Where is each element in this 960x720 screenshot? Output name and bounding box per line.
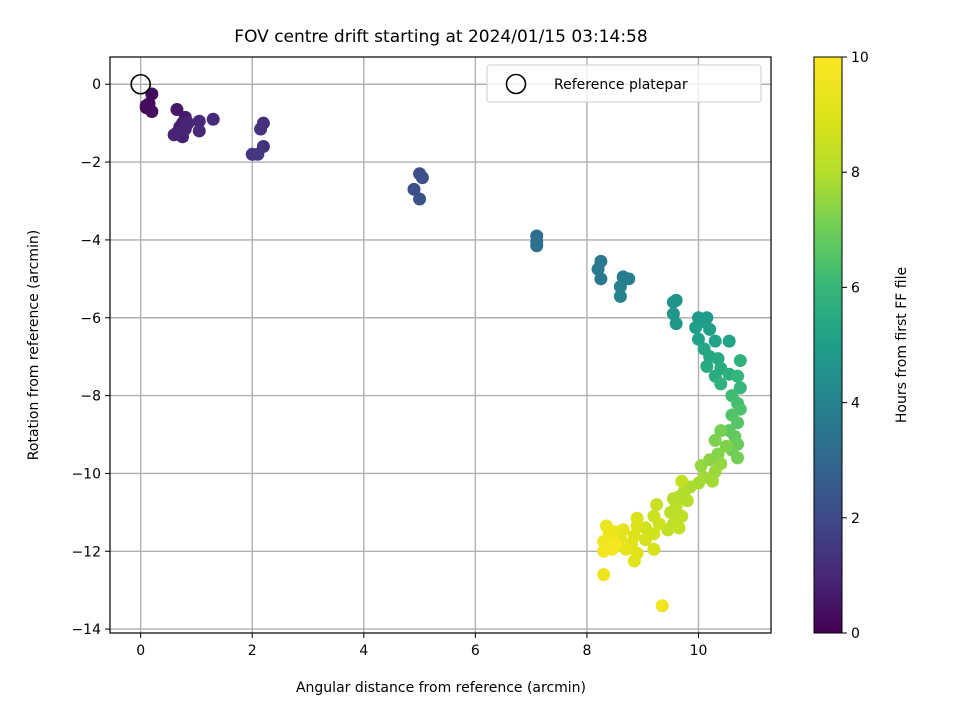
- data-point: [613, 280, 627, 294]
- y-tick-label: 0: [92, 77, 101, 93]
- data-point: [638, 533, 652, 547]
- data-point: [627, 554, 641, 568]
- data-point: [415, 171, 429, 185]
- y-tick-label: −4: [80, 233, 101, 249]
- x-tick-label: 4: [359, 643, 368, 659]
- colorbar-tick-label: 10: [851, 50, 869, 66]
- data-point: [650, 498, 664, 512]
- plot-frame: [109, 56, 772, 634]
- data-point: [680, 494, 694, 508]
- data-point: [167, 128, 181, 142]
- x-tick-label: 2: [248, 643, 257, 659]
- data-point: [691, 332, 705, 346]
- data-point: [170, 103, 184, 117]
- data-point: [733, 381, 747, 395]
- data-point: [700, 359, 714, 373]
- data-point: [254, 122, 268, 136]
- legend-label: Reference platepar: [554, 77, 688, 93]
- data-point: [714, 377, 728, 391]
- colorbar-tick-label: 2: [851, 511, 860, 527]
- data-point: [722, 334, 736, 348]
- legend-marker-icon: [505, 73, 527, 95]
- colorbar-gradient: [813, 56, 843, 634]
- colorbar-tick-label: 8: [851, 165, 860, 181]
- data-point: [705, 474, 719, 488]
- data-point: [613, 289, 627, 303]
- data-point: [181, 116, 195, 130]
- chart-title: FOV centre drift starting at 2024/01/15 …: [234, 27, 647, 47]
- data-point: [652, 517, 666, 531]
- legend-box: [486, 64, 762, 103]
- x-tick-label: 6: [471, 643, 480, 659]
- data-point: [647, 542, 661, 556]
- data-point: [733, 354, 747, 368]
- colorbar-tick-label: 6: [851, 280, 860, 296]
- reference-marker: [130, 73, 151, 95]
- y-axis-label: Rotation from reference (arcmin): [26, 230, 42, 460]
- gridlines: [110, 57, 771, 633]
- data-point: [251, 147, 265, 161]
- data-point: [672, 521, 686, 535]
- y-tick-label: −2: [80, 155, 101, 171]
- colorbar: 0 2 4 6 8 10 Hours from first FF file: [813, 50, 910, 642]
- x-tick-label: 10: [690, 643, 708, 659]
- data-point: [731, 416, 745, 430]
- data-point: [719, 439, 733, 453]
- data-points: [139, 87, 747, 613]
- data-point: [145, 87, 159, 101]
- colorbar-label: Hours from first FF file: [894, 267, 910, 423]
- y-tick-label: −8: [80, 389, 101, 405]
- y-tick-label: −12: [71, 544, 101, 560]
- data-point: [675, 474, 689, 488]
- colorbar-tick-label: 0: [851, 626, 860, 642]
- x-tick-label: 8: [582, 643, 591, 659]
- data-point: [714, 424, 728, 438]
- x-axis-label: Angular distance from reference (arcmin): [296, 680, 586, 696]
- y-tick-label: −6: [80, 311, 101, 327]
- data-point: [594, 272, 608, 286]
- data-point: [622, 272, 636, 286]
- data-point: [694, 459, 708, 473]
- data-point: [413, 192, 427, 206]
- data-point: [708, 334, 722, 348]
- data-point: [731, 451, 745, 465]
- data-point: [139, 99, 153, 113]
- data-point: [655, 599, 669, 613]
- data-point: [689, 320, 703, 334]
- data-point: [703, 322, 717, 336]
- data-point: [530, 239, 544, 253]
- legend: Reference platepar: [486, 64, 762, 103]
- data-point: [206, 112, 220, 126]
- data-point: [192, 124, 206, 138]
- data-point: [597, 568, 611, 582]
- data-point: [669, 317, 683, 331]
- data-point: [664, 505, 678, 519]
- data-point: [731, 369, 745, 383]
- colorbar-tick-label: 4: [851, 396, 860, 412]
- data-point: [192, 114, 206, 128]
- y-tick-label: −10: [71, 466, 101, 482]
- data-point: [608, 536, 622, 550]
- data-point: [675, 509, 689, 523]
- data-point: [407, 182, 421, 196]
- reference-point: [130, 73, 151, 95]
- data-point: [669, 293, 683, 307]
- y-tick-label: −14: [71, 622, 101, 638]
- data-point: [708, 433, 722, 447]
- plot-axes: 0 2 4 6 8 10 0 −2 −4 −6 −8 −10 −12 −14: [71, 56, 772, 659]
- x-tick-label: 0: [136, 643, 145, 659]
